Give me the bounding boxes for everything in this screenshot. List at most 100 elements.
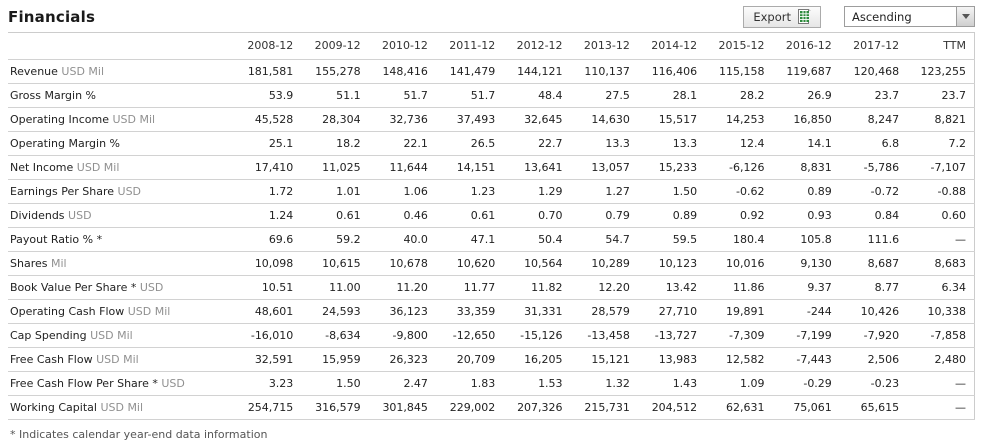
table-row: Shares Mil 10,098 10,615 10,678 10,620 10,564… xyxy=(8,251,975,276)
cell-value: 0.79 xyxy=(570,203,638,228)
cell-value: 229,002 xyxy=(435,394,504,420)
row-label-text: Book Value Per Share * xyxy=(10,280,137,294)
row-label-text: Revenue xyxy=(10,64,58,78)
cell-value: — xyxy=(907,394,975,420)
cell-value: 10,016 xyxy=(705,251,773,276)
row-label: Payout Ratio % * xyxy=(8,227,234,252)
cell-value: 28,579 xyxy=(570,299,638,324)
table-row: Dividends USD 1.24 0.61 0.46 0.61 0.70 0.79 0.8… xyxy=(8,203,975,228)
cell-value: 15,517 xyxy=(637,107,706,132)
header-bar: Financials Export Ascending xyxy=(8,0,975,33)
row-unit: USD Mil xyxy=(100,400,144,414)
row-label: Operating Income USD Mil xyxy=(8,107,234,132)
cell-value: 0.84 xyxy=(839,203,908,228)
cell-value: 65,615 xyxy=(839,394,908,420)
cell-value: 10,289 xyxy=(570,251,638,276)
column-header: 2016-12 xyxy=(772,33,840,60)
cell-value: 18.2 xyxy=(301,131,369,156)
chevron-down-icon[interactable] xyxy=(956,7,974,26)
export-button[interactable]: Export xyxy=(743,5,821,28)
column-header: 2015-12 xyxy=(705,33,773,60)
cell-value: 15,121 xyxy=(570,347,638,372)
cell-value: 10,615 xyxy=(301,251,369,276)
cell-value: 0.93 xyxy=(772,203,840,228)
cell-value: 20,709 xyxy=(435,347,504,372)
row-label: Earnings Per Share USD xyxy=(8,179,234,204)
cell-value: -13,727 xyxy=(637,323,706,348)
cell-value: -0.62 xyxy=(705,179,773,204)
page-title: Financials xyxy=(8,7,96,26)
row-label-text: Operating Cash Flow xyxy=(10,304,125,318)
cell-value: 59.5 xyxy=(637,227,706,252)
cell-value: 6.34 xyxy=(907,275,975,300)
row-label-text: Dividends xyxy=(10,208,65,222)
cell-value: -15,126 xyxy=(503,323,571,348)
table-row: Book Value Per Share * USD 10.51 11.00 11.2… xyxy=(8,275,975,300)
column-header: 2014-12 xyxy=(637,33,706,60)
cell-value: 11,025 xyxy=(301,155,369,180)
row-unit: USD xyxy=(161,376,185,390)
table-row: Gross Margin % 53.9 51.1 51.7 51.7 48.4 27.5 28… xyxy=(8,83,975,108)
cell-value: 0.89 xyxy=(637,203,706,228)
row-unit: USD Mil xyxy=(127,304,171,318)
cell-value: 180.4 xyxy=(705,227,773,252)
row-label-text: Payout Ratio % * xyxy=(10,232,103,246)
sort-order-value: Ascending xyxy=(852,9,912,24)
cell-value: 15,959 xyxy=(301,347,369,372)
cell-value: 1.24 xyxy=(234,203,302,228)
cell-value: 28.1 xyxy=(637,83,706,108)
cell-value: 8,831 xyxy=(772,155,840,180)
cell-value: 51.7 xyxy=(368,83,436,108)
cell-value: 22.7 xyxy=(503,131,571,156)
row-label: Net Income USD Mil xyxy=(8,155,234,180)
cell-value: 10,620 xyxy=(435,251,504,276)
table-row: Net Income USD Mil 17,410 11,025 11,644 14,1… xyxy=(8,155,975,180)
row-unit: USD xyxy=(117,184,142,198)
cell-value: — xyxy=(907,227,975,252)
cell-value: 15,233 xyxy=(637,155,706,180)
table-row: Payout Ratio % * 69.6 59.2 40.0 47.1 50.4 54.7… xyxy=(8,227,975,252)
cell-value: -13,458 xyxy=(570,323,638,348)
cell-value: 24,593 xyxy=(301,299,369,324)
cell-value: 31,331 xyxy=(503,299,571,324)
cell-value: 37,493 xyxy=(435,107,504,132)
row-label-text: Cap Spending xyxy=(10,328,87,342)
cell-value: -7,107 xyxy=(907,155,975,180)
cell-value: 23.7 xyxy=(839,83,908,108)
cell-value: 26,323 xyxy=(368,347,436,372)
cell-value: -0.23 xyxy=(839,371,908,396)
cell-value: 12.4 xyxy=(705,131,773,156)
cell-value: 27,710 xyxy=(637,299,706,324)
cell-value: 69.6 xyxy=(234,227,302,252)
row-label-text: Operating Margin % xyxy=(10,136,121,150)
cell-value: -5,786 xyxy=(839,155,908,180)
cell-value: -0.29 xyxy=(772,371,840,396)
column-header: 2017-12 xyxy=(839,33,908,60)
row-label-text: Working Capital xyxy=(10,400,97,414)
cell-value: 10,338 xyxy=(907,299,975,324)
cell-value: 119,687 xyxy=(772,59,840,84)
table-row: Operating Cash Flow USD Mil 48,601 24,593 3… xyxy=(8,299,975,324)
row-label: Working Capital USD Mil xyxy=(8,394,234,420)
cell-value: 8,687 xyxy=(839,251,908,276)
cell-value: 25.1 xyxy=(234,131,302,156)
cell-value: 22.1 xyxy=(368,131,436,156)
cell-value: 11.86 xyxy=(705,275,773,300)
cell-value: 11.77 xyxy=(435,275,504,300)
cell-value: -7,920 xyxy=(839,323,908,348)
cell-value: 26.9 xyxy=(772,83,840,108)
cell-value: 16,205 xyxy=(503,347,571,372)
table-row: Free Cash Flow USD Mil 32,591 15,959 26,323… xyxy=(8,347,975,372)
row-unit: USD Mil xyxy=(112,112,156,126)
cell-value: 0.61 xyxy=(435,203,504,228)
sort-order-dropdown[interactable]: Ascending xyxy=(844,6,975,27)
row-label: Operating Margin % xyxy=(8,131,234,156)
cell-value: 11,644 xyxy=(368,155,436,180)
cell-value: 36,123 xyxy=(368,299,436,324)
cell-value: 59.2 xyxy=(301,227,369,252)
cell-value: -12,650 xyxy=(435,323,504,348)
header-controls: Export Ascending xyxy=(743,5,975,28)
cell-value: 1.06 xyxy=(368,179,436,204)
cell-value: 155,278 xyxy=(301,59,369,84)
